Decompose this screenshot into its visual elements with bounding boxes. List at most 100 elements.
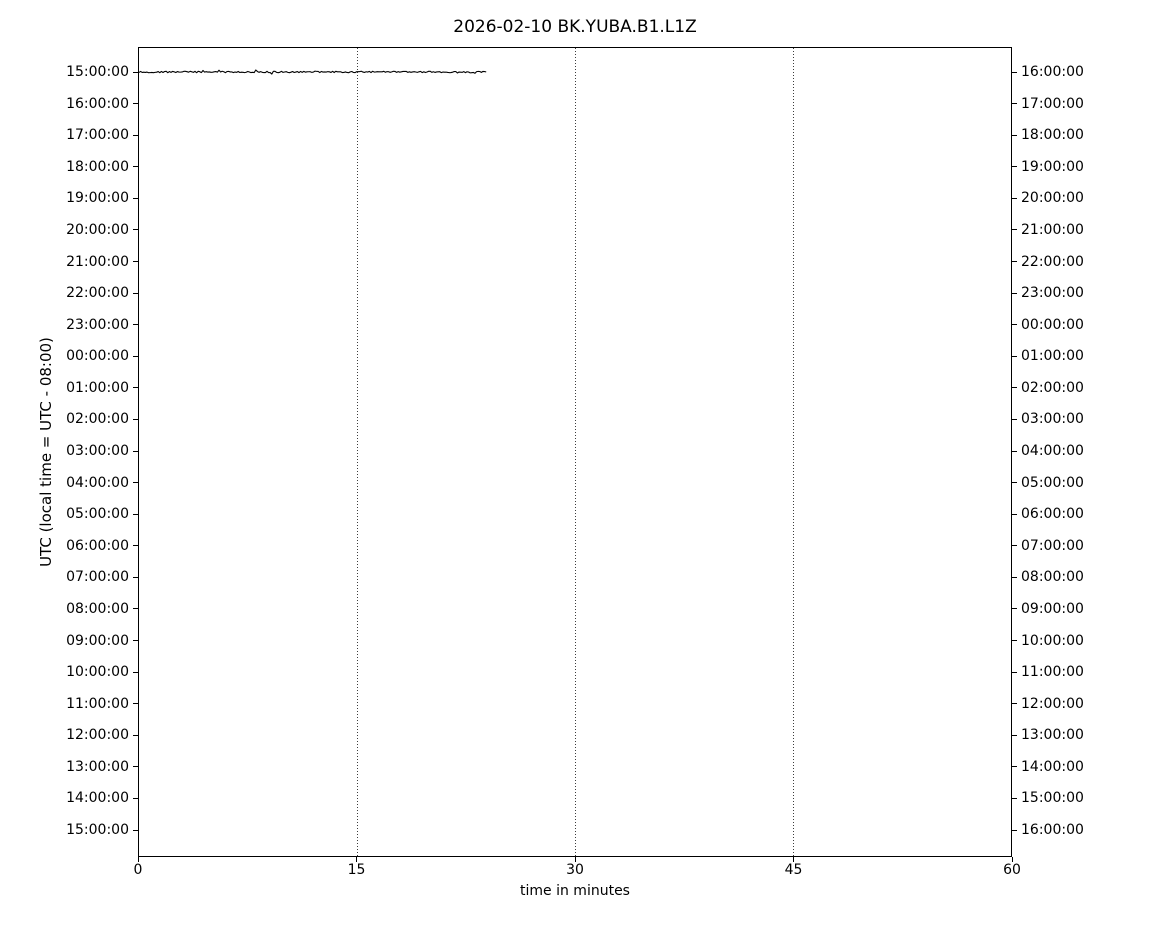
right-tick-label: 05:00:00 (1021, 474, 1084, 491)
left-axis-tick (133, 261, 138, 262)
left-tick-label: 17:00:00 (66, 127, 129, 144)
left-tick-label: 09:00:00 (66, 632, 129, 649)
right-tick-label: 14:00:00 (1021, 758, 1084, 775)
left-axis-tick (133, 703, 138, 705)
x-tick-label: 15 (347, 862, 366, 878)
left-axis-tick (133, 576, 138, 578)
right-axis-tick (1012, 197, 1017, 199)
left-axis-tick (133, 355, 138, 357)
left-tick-label: 06:00:00 (66, 537, 129, 554)
right-tick-label: 13:00:00 (1021, 727, 1084, 744)
left-axis-tick (133, 545, 138, 547)
left-tick-label: 01:00:00 (66, 379, 129, 396)
x-axis-tick (356, 857, 357, 862)
right-axis-tick (1012, 355, 1017, 357)
right-axis-tick (1012, 608, 1017, 610)
left-axis-tick (133, 418, 138, 420)
right-axis-tick (1012, 324, 1017, 326)
right-tick-label: 03:00:00 (1021, 411, 1084, 428)
left-axis-tick (133, 482, 138, 484)
right-tick-label: 22:00:00 (1021, 253, 1084, 270)
left-axis-tick (133, 197, 138, 199)
right-tick-label: 12:00:00 (1021, 695, 1084, 712)
x-tick-label: 45 (784, 862, 803, 878)
right-axis-tick (1012, 576, 1017, 578)
right-tick-label: 23:00:00 (1021, 285, 1084, 302)
left-axis-tick (133, 292, 138, 294)
left-tick-label: 03:00:00 (66, 443, 129, 459)
right-axis-tick (1012, 513, 1017, 515)
left-tick-label: 08:00:00 (66, 600, 129, 617)
left-tick-label: 22:00:00 (66, 285, 129, 302)
left-axis-tick (133, 387, 138, 389)
left-tick-label: 19:00:00 (66, 190, 129, 207)
right-tick-label: 07:00:00 (1021, 537, 1084, 554)
right-axis-tick (1012, 134, 1017, 136)
right-axis-tick (1012, 261, 1017, 262)
right-axis-tick (1012, 103, 1017, 105)
right-tick-label: 18:00:00 (1021, 127, 1084, 144)
trace-line-BK.YUBA.B1.L1Z (139, 69, 487, 75)
gridline-minute-45 (792, 48, 794, 856)
left-axis-tick (133, 134, 138, 136)
left-tick-label: 18:00:00 (66, 158, 129, 175)
left-axis-tick (133, 671, 138, 673)
right-axis-tick (1012, 482, 1017, 484)
right-tick-label: 21:00:00 (1021, 221, 1084, 238)
right-axis-tick (1012, 734, 1017, 736)
left-tick-label: 21:00:00 (66, 253, 129, 270)
right-tick-label: 15:00:00 (1021, 790, 1084, 807)
right-tick-label: 17:00:00 (1021, 95, 1084, 112)
right-tick-label: 16:00:00 (1021, 64, 1084, 80)
right-tick-label: 08:00:00 (1021, 569, 1084, 586)
left-axis-tick (133, 229, 138, 231)
plot-area (138, 47, 1012, 857)
right-tick-label: 20:00:00 (1021, 190, 1084, 207)
left-axis-tick (133, 166, 138, 168)
left-axis-tick (133, 513, 138, 515)
x-tick-label: 60 (1003, 862, 1021, 878)
right-axis-tick (1012, 766, 1017, 768)
right-tick-label: 01:00:00 (1021, 348, 1084, 365)
left-tick-label: 16:00:00 (66, 95, 129, 112)
right-axis-tick (1012, 292, 1017, 294)
left-axis-tick (133, 766, 138, 768)
left-tick-label: 15:00:00 (66, 822, 129, 838)
left-axis-tick (133, 71, 138, 73)
left-tick-label: 14:00:00 (66, 790, 129, 807)
left-axis-tick (133, 324, 138, 326)
trace-canvas (139, 69, 487, 75)
right-tick-label: 16:00:00 (1021, 822, 1084, 838)
right-axis-tick (1012, 671, 1017, 673)
left-axis-tick (133, 829, 138, 831)
x-axis-tick (1011, 857, 1013, 862)
right-axis-tick (1012, 387, 1017, 389)
left-tick-label: 13:00:00 (66, 758, 129, 775)
left-tick-label: 02:00:00 (66, 411, 129, 428)
right-tick-label: 09:00:00 (1021, 600, 1084, 617)
right-axis-tick (1012, 797, 1017, 799)
x-tick-label: 0 (133, 862, 143, 878)
right-tick-label: 06:00:00 (1021, 506, 1084, 523)
x-tick-label: 30 (566, 862, 584, 878)
right-tick-label: 02:00:00 (1021, 379, 1084, 396)
left-tick-label: 07:00:00 (66, 569, 129, 586)
left-axis-tick (133, 640, 138, 641)
right-axis-tick (1012, 418, 1017, 420)
right-axis-tick (1012, 829, 1017, 831)
right-axis-tick (1012, 703, 1017, 705)
left-tick-label: 12:00:00 (66, 727, 129, 744)
right-tick-label: 10:00:00 (1021, 632, 1084, 649)
left-axis-tick (133, 103, 138, 105)
right-axis-tick (1012, 640, 1017, 641)
right-axis-tick (1012, 229, 1017, 231)
left-tick-label: 11:00:00 (66, 695, 129, 712)
right-tick-label: 19:00:00 (1021, 158, 1084, 175)
right-tick-label: 11:00:00 (1021, 664, 1084, 681)
right-axis-tick (1012, 545, 1017, 547)
left-tick-label: 15:00:00 (66, 64, 129, 80)
x-axis-tick (793, 857, 794, 862)
left-axis-tick (133, 734, 138, 736)
left-tick-label: 00:00:00 (66, 348, 129, 365)
